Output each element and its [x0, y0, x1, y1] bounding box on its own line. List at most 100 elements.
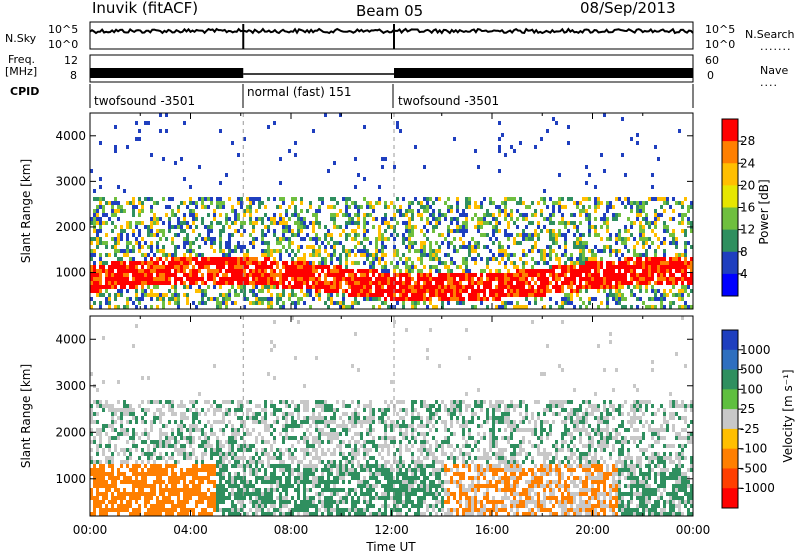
data-cell	[168, 492, 171, 496]
data-cell	[438, 293, 441, 297]
data-cell	[516, 217, 519, 221]
data-cell	[681, 273, 684, 277]
data-cell	[297, 301, 300, 305]
data-cell	[102, 285, 105, 289]
data-cell	[264, 205, 267, 209]
data-cell	[222, 412, 225, 416]
data-cell	[264, 468, 267, 472]
data-cell	[192, 412, 195, 416]
data-cell	[141, 480, 144, 484]
data-cell	[153, 412, 156, 416]
data-cell	[294, 488, 297, 492]
data-cell	[102, 205, 105, 209]
data-cell	[159, 452, 162, 456]
data-cell	[639, 237, 642, 241]
data-cell	[186, 301, 189, 305]
data-cell	[105, 460, 108, 464]
data-cell	[102, 492, 105, 496]
data-cell	[552, 229, 555, 233]
data-cell	[159, 476, 162, 480]
station-title: Inuvik (fitACF)	[92, 0, 199, 17]
data-cell	[135, 273, 138, 277]
data-cell	[294, 293, 297, 297]
data-cell	[450, 209, 453, 213]
data-cell	[279, 273, 282, 277]
data-cell	[486, 277, 489, 281]
data-cell	[417, 289, 420, 293]
data-cell	[336, 293, 339, 297]
data-cell	[540, 197, 543, 201]
data-cell	[462, 289, 465, 293]
data-cell	[522, 277, 525, 281]
data-cell	[126, 249, 129, 253]
data-cell	[540, 209, 543, 213]
data-cell	[177, 488, 180, 492]
data-cell	[375, 297, 378, 301]
data-cell	[186, 249, 189, 253]
data-cell	[558, 305, 561, 309]
data-cell	[387, 237, 390, 241]
data-cell	[615, 233, 618, 237]
data-cell	[198, 412, 201, 416]
data-cell	[252, 197, 255, 201]
data-cell	[363, 281, 366, 285]
data-cell	[351, 412, 354, 416]
data-cell	[243, 273, 246, 277]
data-cell	[546, 129, 549, 133]
data-cell	[372, 305, 375, 309]
data-cell	[510, 213, 513, 217]
data-cell	[342, 400, 345, 404]
data-cell	[345, 444, 348, 448]
data-cell	[246, 253, 249, 257]
data-cell	[246, 428, 249, 432]
data-cell	[111, 404, 114, 408]
data-cell	[279, 432, 282, 436]
data-cell	[420, 285, 423, 289]
data-cell	[339, 472, 342, 476]
data-cell	[105, 484, 108, 488]
data-cell	[282, 289, 285, 293]
data-cell	[198, 468, 201, 472]
data-cell	[270, 217, 273, 221]
data-cell	[612, 261, 615, 265]
data-cell	[267, 241, 270, 245]
data-cell	[456, 301, 459, 305]
data-cell	[324, 113, 327, 117]
data-cell	[237, 265, 240, 269]
data-cell	[549, 281, 552, 285]
data-cell	[117, 217, 120, 221]
data-cell	[489, 277, 492, 281]
data-cell	[186, 512, 189, 516]
data-cell	[303, 301, 306, 305]
data-cell	[522, 281, 525, 285]
data-cell	[348, 249, 351, 253]
data-cell	[135, 269, 138, 273]
data-cell	[99, 217, 102, 221]
data-cell	[513, 305, 516, 309]
data-cell	[264, 404, 267, 408]
data-cell	[174, 161, 177, 165]
data-cell	[108, 404, 111, 408]
data-cell	[207, 472, 210, 476]
data-cell	[93, 480, 96, 484]
data-cell	[288, 285, 291, 289]
data-cell	[135, 508, 138, 512]
data-cell	[654, 281, 657, 285]
data-cell	[414, 285, 417, 289]
data-cell	[564, 237, 567, 241]
data-cell	[384, 237, 387, 241]
data-cell	[369, 496, 372, 500]
data-cell	[618, 293, 621, 297]
data-cell	[177, 245, 180, 249]
data-cell	[108, 500, 111, 504]
data-cell	[99, 428, 102, 432]
data-cell	[126, 480, 129, 484]
data-cell	[111, 265, 114, 269]
data-cell	[507, 221, 510, 225]
data-cell	[195, 400, 198, 404]
data-cell	[315, 428, 318, 432]
data-cell	[117, 400, 120, 404]
data-cell	[273, 257, 276, 261]
data-cell	[90, 432, 93, 436]
data-cell	[279, 277, 282, 281]
